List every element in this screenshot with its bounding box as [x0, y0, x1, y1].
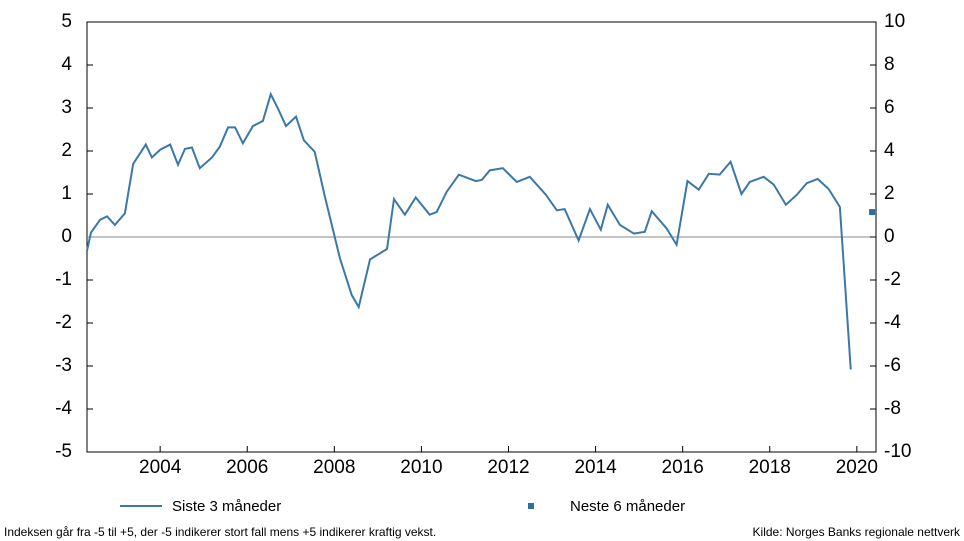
y2-tick-label: 2	[884, 183, 895, 204]
y2-tick-label: 10	[884, 11, 905, 32]
source: Kilde: Norges Banks regionale nettverk	[753, 525, 961, 539]
y-tick-label: 1	[61, 183, 72, 204]
y2-tick-label: 6	[884, 97, 895, 118]
y-tick-label: 5	[61, 11, 72, 32]
y2-tick-label: -2	[884, 269, 901, 290]
x-tick-label: 2016	[662, 457, 704, 478]
legend-label: Siste 3 måneder	[172, 498, 281, 515]
x-tick-label: 2006	[226, 457, 268, 478]
y-tick-label: -1	[55, 269, 72, 290]
x-tick-label: 2010	[400, 457, 442, 478]
x-tick-label: 2018	[749, 457, 791, 478]
legend-label: Neste 6 måneder	[570, 498, 685, 515]
x-tick-label: 2020	[836, 457, 878, 478]
y-tick-label: -4	[55, 398, 72, 419]
series-line	[86, 91, 852, 370]
y2-tick-label: 0	[884, 226, 895, 247]
y2-tick-label: -10	[884, 441, 911, 462]
y2-tick-label: 8	[884, 54, 895, 75]
footnote: Indeksen går fra -5 til +5, der -5 indik…	[4, 525, 436, 539]
y2-tick-label: -8	[884, 398, 901, 419]
y-tick-label: 3	[61, 97, 72, 118]
y-tick-label: -2	[55, 312, 72, 333]
x-tick-label: 2008	[313, 457, 355, 478]
x-tick-label: 2012	[487, 457, 529, 478]
y-tick-label: 4	[61, 54, 72, 75]
y-tick-label: 2	[61, 140, 72, 161]
y-tick-label: -3	[55, 355, 72, 376]
y-tick-label: -5	[55, 441, 72, 462]
x-tick-label: 2014	[574, 457, 617, 478]
y2-tick-label: -6	[884, 355, 901, 376]
legend-swatch	[528, 503, 534, 509]
x-tick-label: 2004	[139, 457, 182, 478]
y2-tick-label: -4	[884, 312, 901, 333]
y2-tick-label: 4	[884, 140, 895, 161]
y-tick-label: 0	[61, 226, 72, 247]
series-point	[869, 209, 876, 216]
